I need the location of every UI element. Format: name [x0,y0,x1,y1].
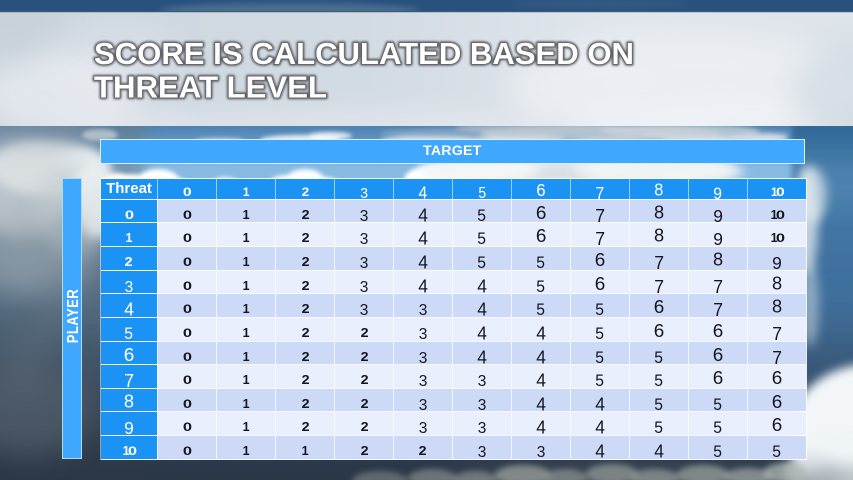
svg-text:SCORE IS CALCULATED BASED ON: SCORE IS CALCULATED BASED ON [94,36,634,71]
svg-text:THREAT LEVEL: THREAT LEVEL [94,70,327,105]
svg-text:PLAYER: PLAYER [65,289,82,344]
svg-text:SCORE IS CALCULATED BASED ON: SCORE IS CALCULATED BASED ON [94,36,634,71]
svg-text:THREAT LEVEL: THREAT LEVEL [94,70,327,105]
